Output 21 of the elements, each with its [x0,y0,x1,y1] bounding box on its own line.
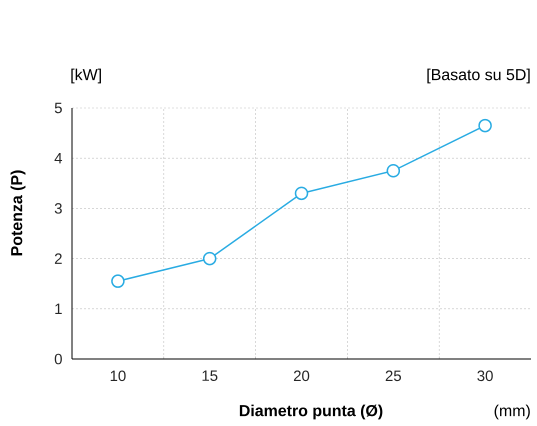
x-tick-label: 25 [386,370,401,382]
text: [Basato su 5D] [427,68,530,84]
y-tick-label: 5 [54,102,62,114]
x-axis-title: Diametro punta (Ø) [240,404,382,420]
point [386,164,400,178]
point [294,186,308,200]
y-tick-label: 3 [54,203,62,214]
y-tick-label: 0 [54,354,62,364]
y-axis-title: Potenza (P) [10,170,26,256]
y-tick-label: 4 [54,153,62,164]
x-tick-label: 15 [202,370,218,381]
y-tick-label: 2 [54,253,62,264]
text: [kW] [71,68,101,84]
y-tick-label: 1 [55,304,62,314]
point [202,252,216,266]
point [478,118,492,132]
text: (mm) [494,404,530,420]
x-tick-label: 30 [477,370,493,382]
x-tick-label: 20 [294,370,310,382]
x-tick-label: 10 [110,370,126,382]
point [111,274,125,288]
